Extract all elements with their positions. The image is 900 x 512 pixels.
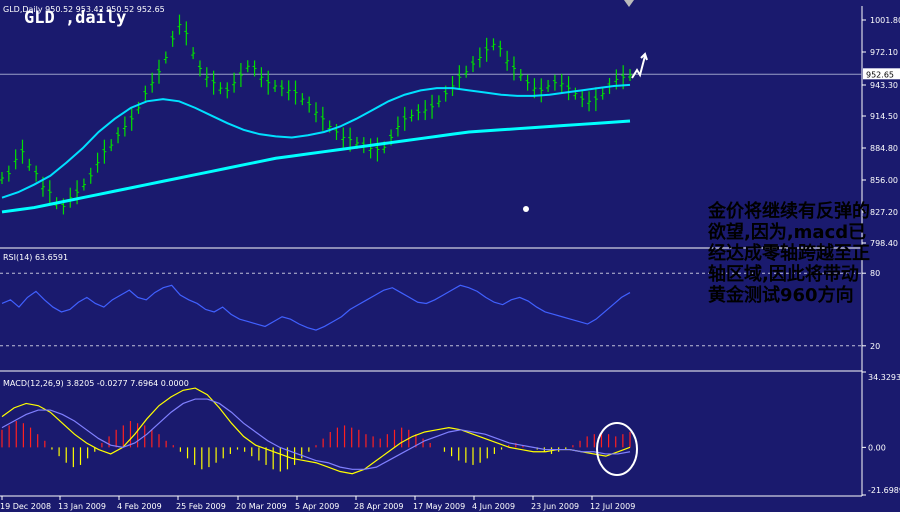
price-tick-label: 943.30 <box>870 81 898 90</box>
time-tick-label: 20 Mar 2009 <box>236 502 287 511</box>
last-price-box <box>863 68 900 80</box>
time-tick-label: 23 Jun 2009 <box>531 502 579 511</box>
price-tick-label: 798.40 <box>870 239 898 248</box>
time-tick-label: 5 Apr 2009 <box>295 502 339 511</box>
macd-tick-label: 34.3293 <box>868 373 900 382</box>
medium-moving-average-line <box>1 83 631 199</box>
time-tick-label: 28 Apr 2009 <box>354 502 403 511</box>
rsi-header: RSI(14) 63.6591 <box>3 253 68 262</box>
time-tick-label: 12 Jul 2009 <box>590 502 635 511</box>
time-tick-label: 19 Dec 2008 <box>0 502 51 511</box>
macd-tick-label: 0.00 <box>868 443 886 452</box>
price-tick-label: 1001.80 <box>870 16 900 25</box>
scroll-marker-icon <box>624 0 634 7</box>
price-tick-label: 914.50 <box>870 112 898 121</box>
last-price-label: 952.65 <box>866 70 894 79</box>
rsi-line <box>1 284 631 331</box>
long-moving-average-line <box>1 119 631 214</box>
macd-header: MACD(12,26,9) 3.8205 -0.0277 7.6964 0.00… <box>3 379 189 388</box>
marker-dot <box>523 206 529 212</box>
chart-title: GLD ,daily <box>24 8 126 28</box>
price-tick-label: 827.20 <box>870 208 898 217</box>
price-tick-label: 884.80 <box>870 144 898 153</box>
time-tick-label: 17 May 2009 <box>413 502 465 511</box>
macd-tick-label: -21.6989 <box>868 486 900 495</box>
macd-highlight-circle <box>596 422 638 476</box>
time-tick-label: 13 Jan 2009 <box>58 502 106 511</box>
up-arrow-icon <box>631 52 648 79</box>
signal-line <box>1 398 631 470</box>
time-tick-label: 25 Feb 2009 <box>176 502 226 511</box>
rsi-tick-label: 20 <box>870 342 880 351</box>
time-tick-label: 4 Jun 2009 <box>472 502 515 511</box>
price-header: GLD,Daily 950.52 953.42 950.52 952.65 <box>3 5 165 14</box>
macd-line <box>1 387 631 475</box>
price-tick-label: 972.10 <box>870 48 898 57</box>
annotation-text: 金价将继续有反弹的 欲望,因为,macd已 经达成零轴跨越至正 轴区域,因此将带… <box>708 201 870 306</box>
time-tick-label: 4 Feb 2009 <box>117 502 162 511</box>
rsi-tick-label: 80 <box>870 269 880 278</box>
price-tick-label: 856.00 <box>870 176 898 185</box>
